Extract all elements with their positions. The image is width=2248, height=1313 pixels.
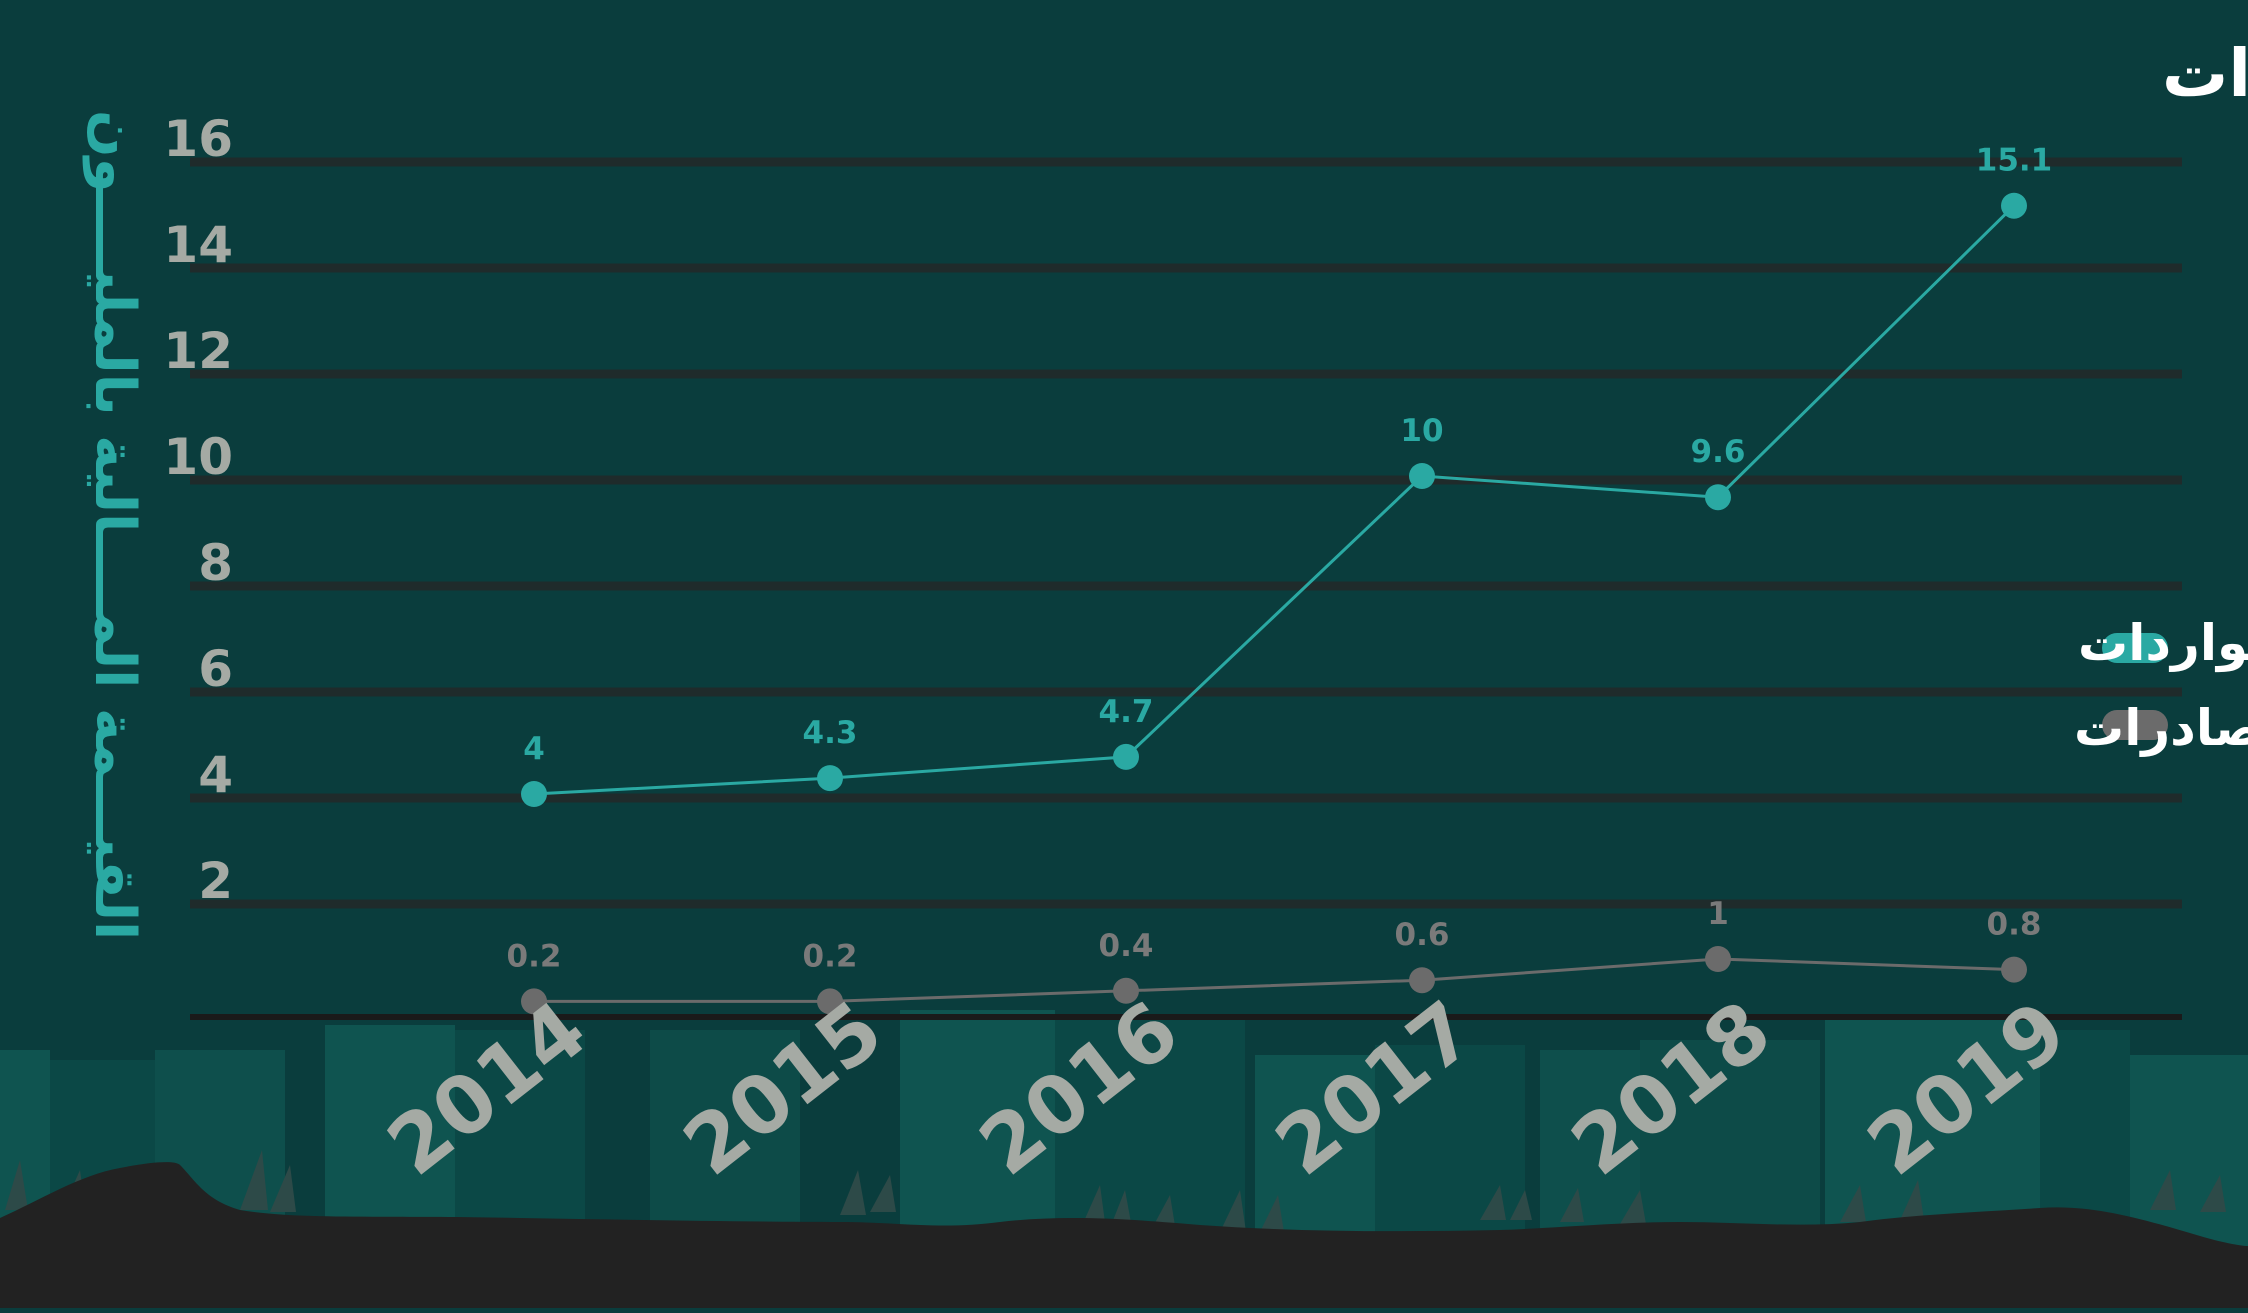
data-label-imports: 4.7 [1099, 694, 1154, 730]
y-tick-label: 14 [163, 216, 233, 274]
legend-label-imports: الواردات [2078, 614, 2248, 673]
data-point-imports [817, 765, 843, 792]
data-point-imports [1409, 463, 1435, 489]
data-label-exports: 0.6 [1395, 917, 1450, 953]
data-label-imports: 9.6 [1691, 434, 1746, 470]
data-label-imports: 10 [1400, 413, 1443, 449]
y-tick-label: 6 [198, 640, 233, 698]
series-imports: 4 4.3 4.7 10 9.6 15.1 [521, 143, 2052, 807]
y-tick-label: 12 [163, 322, 233, 380]
y-tick-label: 4 [198, 746, 233, 804]
data-label-exports: 0.8 [1987, 907, 2042, 943]
data-label-exports: 0.2 [803, 938, 858, 974]
data-label-imports: 4 [523, 731, 545, 767]
data-point-exports [1705, 946, 1731, 972]
data-point-imports [1113, 743, 1139, 770]
grid-lines [190, 157, 2182, 909]
data-point-imports [521, 781, 547, 807]
y-axis-label: القيـــمة المــــالية بالمليــــون [82, 110, 147, 940]
y-tick-label: 10 [163, 428, 233, 486]
legend-swatch-exports [2102, 710, 2168, 740]
y-axis-ticks: 2 4 6 8 10 12 14 16 [163, 110, 233, 910]
data-label-exports: 0.4 [1099, 928, 1154, 964]
y-tick-label: 8 [198, 534, 233, 592]
series-line-imports [533, 204, 2016, 796]
legend-label-exports: الصادرات [2074, 699, 2248, 757]
y-tick-label: 2 [198, 852, 233, 910]
data-point-exports [2001, 956, 2027, 983]
data-point-exports [817, 988, 843, 1015]
legend: الواردات الصادرات [2074, 614, 2248, 757]
legend-swatch-imports [2102, 633, 2168, 663]
ground-silhouette-decoration [0, 1162, 2248, 1308]
data-point-exports [1409, 967, 1435, 994]
data-point-exports [521, 988, 547, 1015]
chart-title: القيمة المالية للصادرات والواردات [2162, 35, 2248, 113]
series-exports: 0.2 0.2 0.4 0.6 1 0.8 [507, 896, 2042, 1015]
y-tick-label: 16 [163, 110, 233, 168]
data-label-imports: 15.1 [1976, 143, 2053, 179]
data-label-exports: 0.2 [507, 938, 562, 974]
data-label-imports: 4.3 [803, 715, 858, 751]
series-line-exports [534, 957, 2015, 1003]
data-point-imports [1705, 484, 1731, 511]
data-label-exports: 1 [1707, 896, 1729, 932]
data-point-exports [1113, 977, 1139, 1004]
data-point-imports [2001, 192, 2027, 219]
